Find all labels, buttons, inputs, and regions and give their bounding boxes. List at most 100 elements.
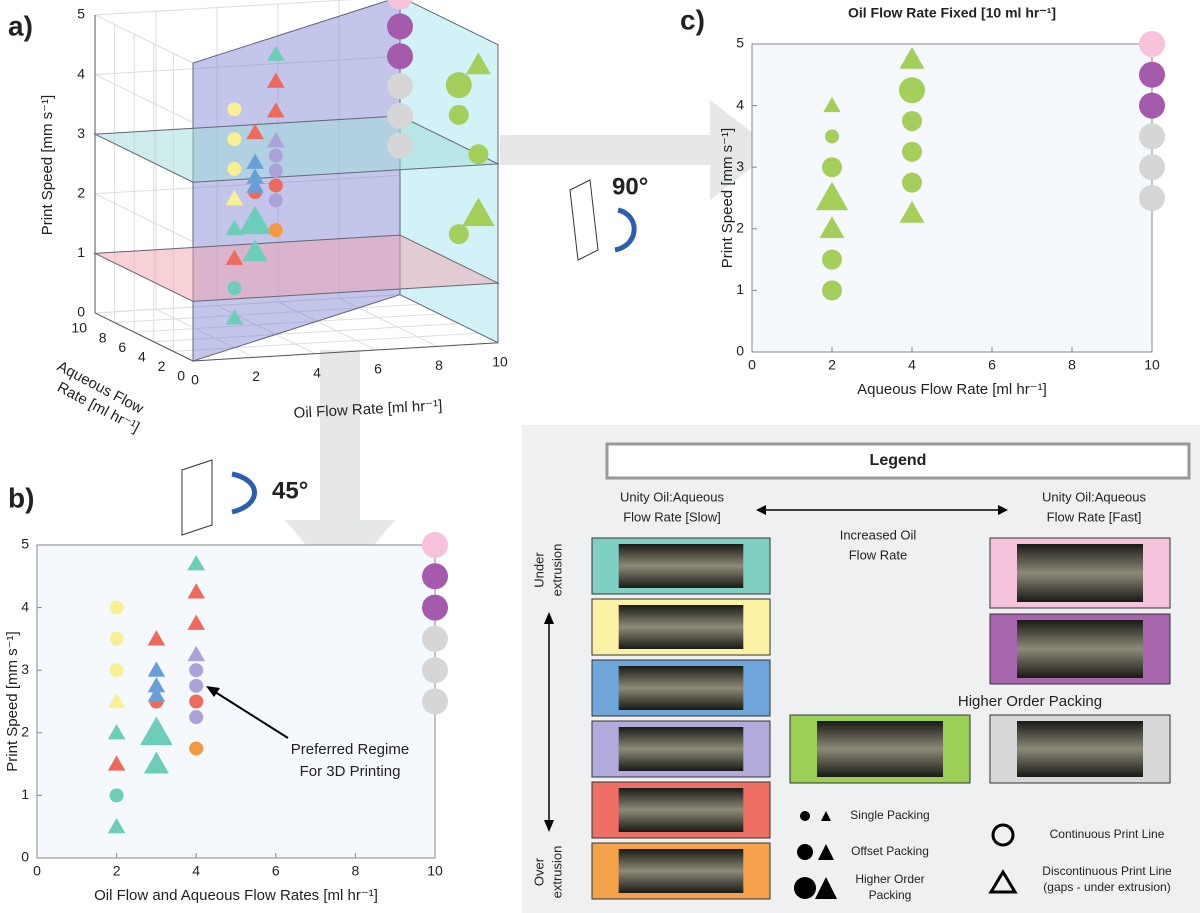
circle-marker xyxy=(1139,31,1165,57)
plot-area xyxy=(36,544,436,859)
grid-line xyxy=(94,294,401,314)
x-tick-label: 4 xyxy=(192,863,200,879)
x-tick-label: 8 xyxy=(1068,357,1076,373)
z-tick-label: 10 xyxy=(71,320,87,336)
circle-marker xyxy=(822,280,842,301)
y-tick-label: 2 xyxy=(736,220,744,236)
grid-line xyxy=(173,332,479,352)
legend-text: Single Packing xyxy=(850,808,929,822)
triangle-marker xyxy=(225,309,244,325)
chart-title: Oil Flow Rate Fixed [10 ml hr⁻¹] xyxy=(848,5,1056,21)
y-tick-label: 1 xyxy=(77,244,85,260)
y-tick-label: 0 xyxy=(21,849,29,865)
z-tick-label: 0 xyxy=(177,368,185,384)
grid-line xyxy=(94,193,194,243)
circle-marker xyxy=(422,657,448,684)
circle-marker xyxy=(189,741,204,756)
y-tick-label: 5 xyxy=(77,6,85,22)
legend-text: Over xyxy=(531,857,546,886)
grid-line xyxy=(155,308,255,358)
x-tick-label: 10 xyxy=(427,863,443,879)
legend-text: extrusion xyxy=(549,846,564,899)
grid-line xyxy=(94,14,194,64)
circle-marker xyxy=(189,710,204,725)
legend-photo xyxy=(1017,721,1143,777)
y-axis-label: Print Speed [mm s⁻¹] xyxy=(4,631,21,771)
legend-text: Under xyxy=(531,552,546,588)
circle-marker xyxy=(227,161,242,176)
circle-marker xyxy=(1139,154,1165,181)
axis-line xyxy=(192,342,499,362)
x-tick-label: 2 xyxy=(113,863,121,879)
z-tick-label: 6 xyxy=(118,339,126,355)
rotation-arrow xyxy=(500,100,775,200)
legend-text: Unity Oil:Aqueous xyxy=(620,489,725,504)
circle-marker xyxy=(268,193,283,208)
annotation-arrow xyxy=(211,689,289,739)
y-tick-label: 2 xyxy=(21,724,29,740)
circle-marker xyxy=(1139,61,1165,88)
legend-text: Continuous Print Line xyxy=(1050,827,1165,841)
legend-text: (gaps - under extrusion) xyxy=(1043,880,1170,894)
legend-photo xyxy=(618,727,744,771)
plot-area xyxy=(751,43,1153,353)
z-tick-label: 4 xyxy=(138,348,146,364)
triangle-marker xyxy=(187,645,205,662)
legend-text: Higher Order Packing xyxy=(958,693,1102,710)
x-tick-label: 10 xyxy=(1144,357,1160,373)
circle-marker xyxy=(268,163,283,178)
circle-marker xyxy=(422,532,448,558)
x-tick-label: 0 xyxy=(748,357,756,373)
circle-marker xyxy=(1139,92,1165,119)
circle-marker xyxy=(109,663,124,678)
legend-photo xyxy=(618,544,744,588)
x-tick-label: 10 xyxy=(492,353,508,369)
z-tick-label: 2 xyxy=(158,358,166,374)
legend-text: Flow Rate [Fast] xyxy=(1047,509,1142,524)
triangle-marker xyxy=(140,716,173,745)
y-axis-label: Print Speed [mm s⁻¹] xyxy=(719,128,736,268)
circle-marker xyxy=(109,788,124,803)
circle-marker xyxy=(387,73,413,100)
z-tick-label: 8 xyxy=(99,329,107,345)
legend-text: Increased Oil xyxy=(840,527,917,542)
rotate-icon xyxy=(231,471,257,515)
x-tick-label: 4 xyxy=(908,357,916,373)
triangle-marker xyxy=(147,677,166,693)
x-axis-label: Aqueous Flow Rate [ml hr⁻¹] xyxy=(857,381,1047,398)
circle-marker xyxy=(387,0,413,10)
triangle-marker xyxy=(462,197,495,227)
x-tick-label: 0 xyxy=(33,863,41,879)
legend-icon xyxy=(991,823,1015,847)
legend-icon xyxy=(800,811,810,821)
legend-photo xyxy=(618,788,744,832)
legend-photo xyxy=(1017,620,1143,678)
triangle-marker xyxy=(107,755,126,771)
y-tick-label: 4 xyxy=(21,598,29,614)
rotation-label: 90° xyxy=(612,173,648,200)
annotation: Preferred Regime xyxy=(291,741,409,758)
x-tick-label: 2 xyxy=(828,357,836,373)
triangle-marker xyxy=(246,177,264,193)
x-tick-label: 8 xyxy=(435,357,443,373)
legend-icon xyxy=(797,844,813,860)
y-tick-label: 4 xyxy=(77,65,85,81)
triangle-marker xyxy=(267,102,285,118)
circle-marker xyxy=(189,694,204,709)
panel-label: b) xyxy=(8,482,34,513)
triangle-marker xyxy=(225,249,244,265)
circle-marker xyxy=(387,43,413,70)
x-tick-label: 6 xyxy=(374,361,382,377)
x-tick-label: 2 xyxy=(252,368,260,384)
plane-icon xyxy=(181,459,213,536)
triangle-marker xyxy=(238,205,272,235)
circle-marker xyxy=(899,77,925,104)
circle-marker xyxy=(902,141,922,162)
triangle-marker xyxy=(246,153,264,169)
circle-marker xyxy=(227,132,242,147)
x-tick-label: 6 xyxy=(272,863,280,879)
triangle-marker xyxy=(267,72,285,88)
triangle-marker xyxy=(147,686,166,702)
y-tick-label: 1 xyxy=(21,786,29,802)
circle-marker xyxy=(189,663,204,678)
